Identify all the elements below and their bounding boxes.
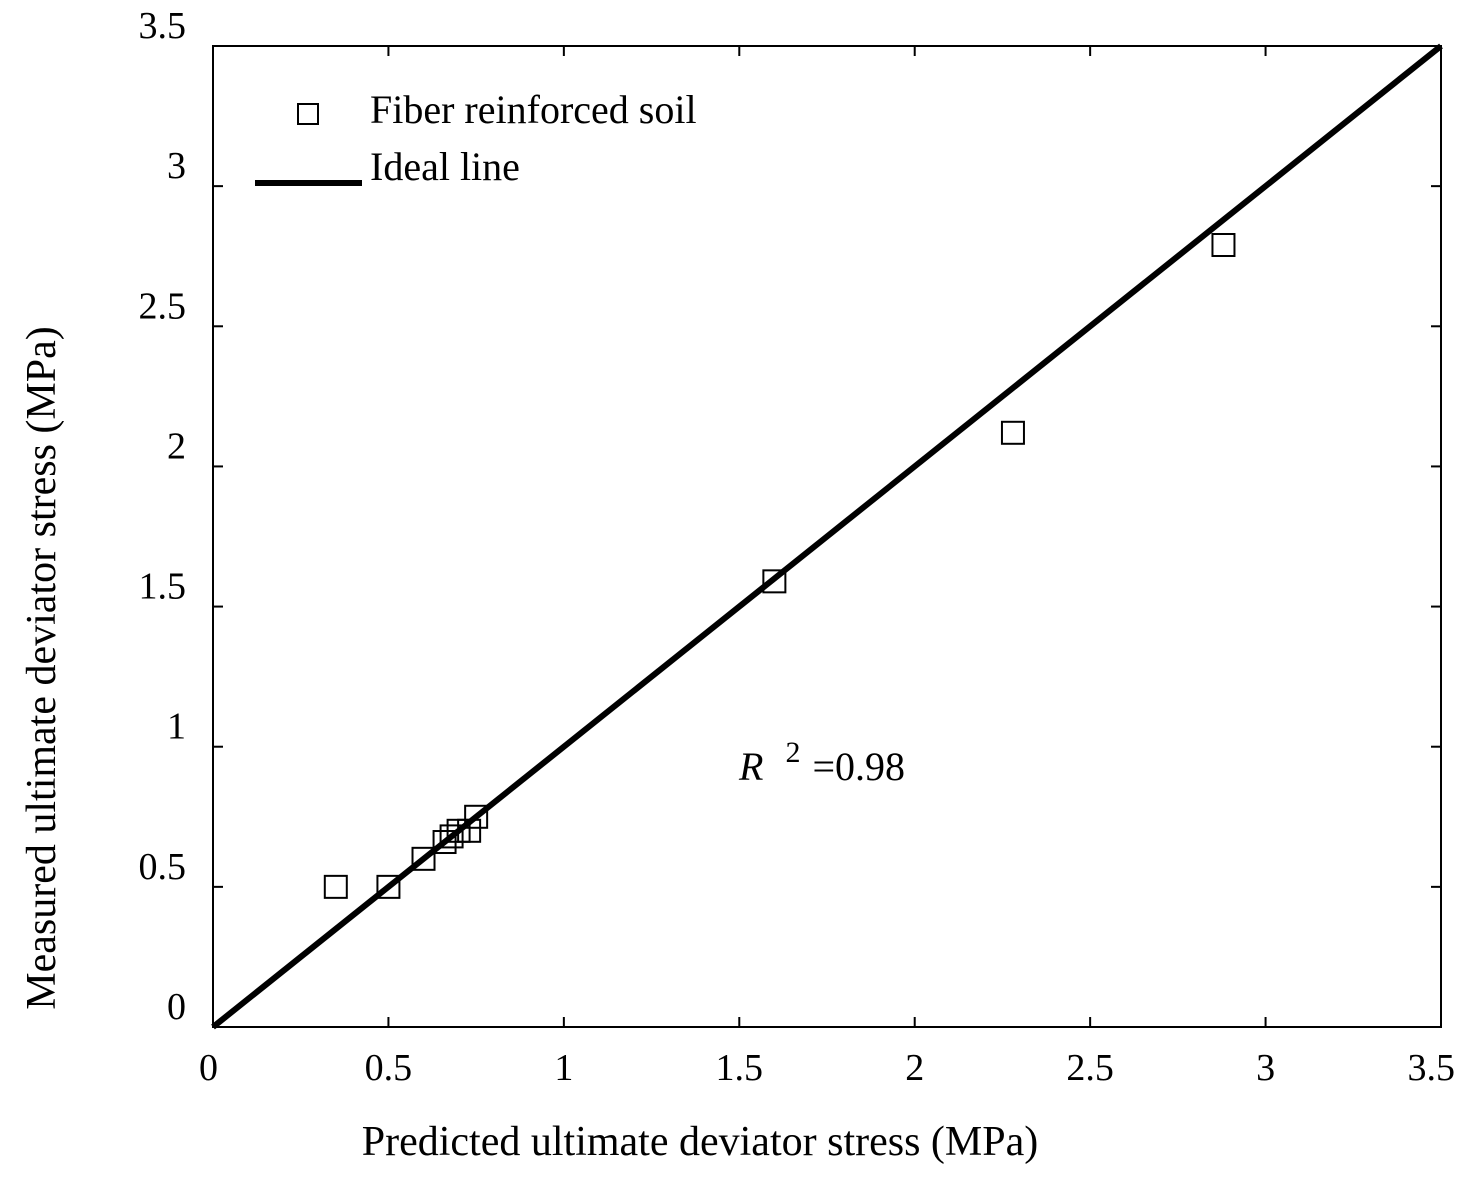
y-tick-label: 0.5	[139, 846, 187, 888]
data-point	[323, 874, 348, 899]
x-tick-label: 1.5	[716, 1047, 764, 1089]
data-point	[464, 804, 489, 829]
x-tick-label: 3.5	[1408, 1047, 1456, 1089]
data-point	[411, 846, 436, 871]
legend: Fiber reinforced soil Ideal line	[255, 87, 697, 189]
x-tick-label: 1	[554, 1047, 573, 1089]
x-axis-title: Predicted ultimate deviator stress (MPa)	[362, 1119, 1039, 1165]
x-tick-label: 3	[1256, 1047, 1275, 1089]
y-tick-label: 2	[167, 425, 186, 467]
data-points	[323, 233, 1236, 899]
x-tick-labels: 0 0.5 1 1.5 2 2.5 3 3.5	[199, 1047, 1455, 1089]
r-squared-annotation: R 2 =0.98	[738, 726, 905, 789]
data-point	[1000, 420, 1025, 445]
y-tick-labels: 0 0.5 1 1.5 2 2.5 3 3.5	[139, 5, 187, 1028]
data-point	[457, 818, 482, 843]
y-axis-title: Measured ultimate deviator stress (MPa)	[19, 326, 65, 1009]
y-tick-label: 0	[167, 986, 186, 1028]
x-tick-label: 2	[905, 1047, 924, 1089]
y-tick-label: 2.5	[139, 285, 187, 327]
y-tick-label: 1	[167, 706, 186, 748]
y-tick-label: 1.5	[139, 566, 187, 608]
ideal-line	[211, 43, 1443, 1030]
data-point	[1211, 233, 1236, 258]
data-point	[762, 569, 787, 594]
legend-label-fiber: Fiber reinforced soil	[370, 87, 697, 132]
legend-marker-square	[297, 103, 319, 125]
r-value: =0.98	[812, 744, 905, 789]
x-tick-label: 0.5	[365, 1047, 413, 1089]
x-tick-label: 2.5	[1066, 1047, 1114, 1089]
r-superscript: 2	[785, 736, 800, 769]
data-point	[376, 874, 401, 899]
legend-label-ideal: Ideal line	[370, 144, 520, 189]
plot-frame	[212, 45, 1442, 1028]
y-tick-label: 3	[167, 145, 186, 187]
x-tick-label: 0	[199, 1047, 218, 1089]
r-symbol: R	[738, 744, 763, 789]
y-tick-label: 3.5	[139, 5, 187, 47]
data-point	[439, 824, 464, 849]
